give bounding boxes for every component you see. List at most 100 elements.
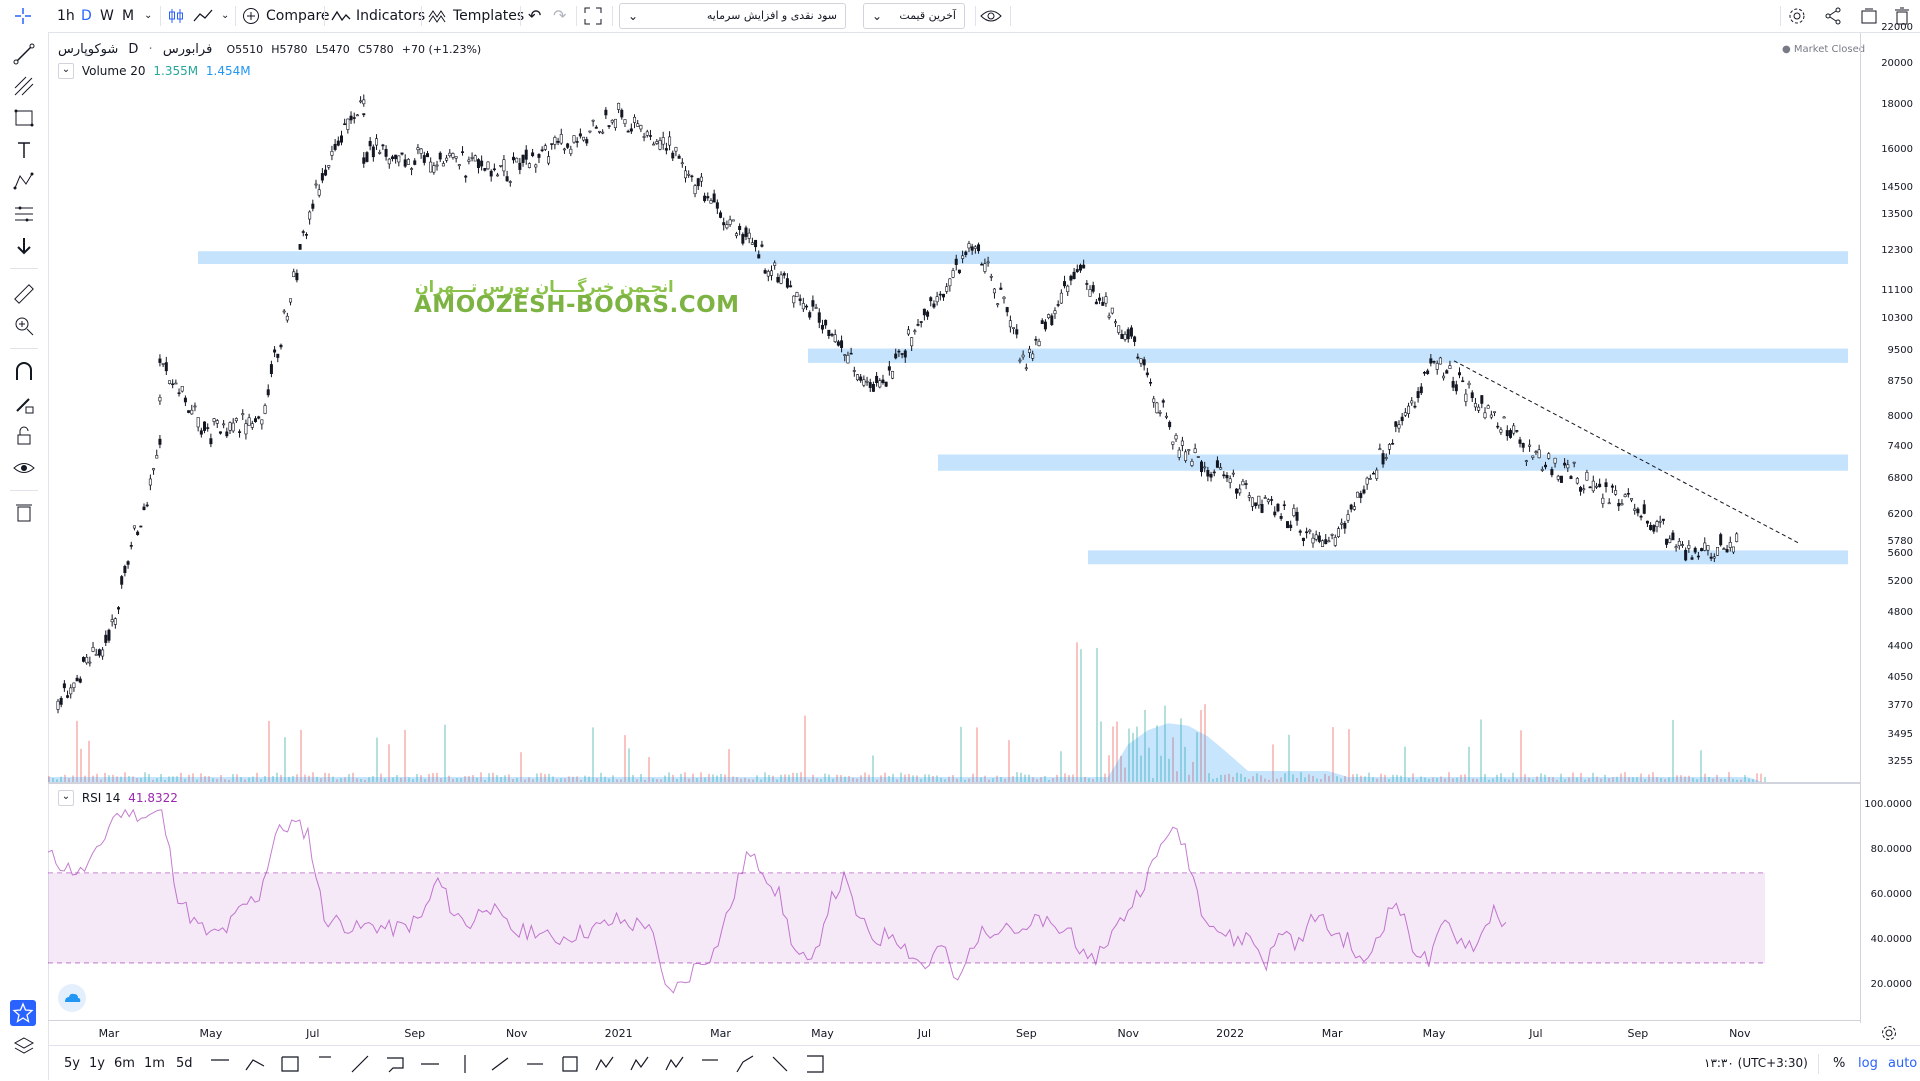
rectangle-tool-icon[interactable] xyxy=(12,106,36,130)
candle-body xyxy=(1712,556,1716,559)
drawing-tool-icon[interactable] xyxy=(523,1052,547,1076)
volume-bar xyxy=(476,777,478,783)
drawing-tool-icon[interactable] xyxy=(453,1052,477,1076)
drawing-tool-icon[interactable] xyxy=(243,1052,267,1076)
log-toggle[interactable]: log xyxy=(1858,1056,1878,1071)
price-source-dropdown[interactable]: ⌄ آخرین قیمت xyxy=(863,3,965,29)
volume-bar xyxy=(1236,772,1238,783)
drawing-tool-icon[interactable] xyxy=(558,1052,582,1076)
pattern-tool-icon[interactable] xyxy=(12,170,36,194)
line-chart-icon[interactable] xyxy=(193,8,213,24)
candle-body xyxy=(1177,449,1181,458)
volume-bar xyxy=(1452,778,1454,783)
candle-body xyxy=(355,114,359,117)
drawing-tool-icon[interactable] xyxy=(733,1052,757,1076)
candle-body xyxy=(941,293,945,298)
candle-body xyxy=(1349,504,1353,510)
trash-icon[interactable] xyxy=(1894,7,1910,25)
volume-bar xyxy=(908,773,910,783)
candle-body xyxy=(738,225,742,231)
layers-icon[interactable] xyxy=(12,1034,36,1058)
drawing-tool-icon[interactable] xyxy=(593,1052,617,1076)
percent-toggle[interactable]: % xyxy=(1833,1056,1846,1071)
interval-dropdown-icon[interactable]: ⌄ xyxy=(144,10,153,21)
volume-bar xyxy=(1368,772,1370,783)
pitchfork-tool-icon[interactable] xyxy=(12,74,36,98)
text-tool-icon[interactable] xyxy=(12,138,36,162)
redo-icon[interactable]: ↷ xyxy=(553,6,567,25)
interval-m[interactable]: M xyxy=(122,8,135,24)
crosshair-icon[interactable] xyxy=(12,6,34,26)
favorites-button[interactable] xyxy=(10,1000,36,1026)
drawing-tool-icon[interactable] xyxy=(698,1052,722,1076)
volume-bar xyxy=(1672,719,1674,783)
volume-bar xyxy=(1448,772,1450,783)
range-5d[interactable]: 5d xyxy=(176,1056,193,1071)
interval-d[interactable]: D xyxy=(81,8,92,24)
magnet-icon[interactable] xyxy=(12,360,36,384)
candle-body xyxy=(492,168,496,171)
candle-body xyxy=(1126,329,1130,340)
trash-icon[interactable] xyxy=(12,500,36,524)
range-1m[interactable]: 1m xyxy=(144,1056,165,1071)
drawing-tool-icon[interactable] xyxy=(313,1052,337,1076)
ruler-icon[interactable] xyxy=(12,282,36,306)
lock-pencil-icon[interactable] xyxy=(12,392,36,416)
arrow-down-icon[interactable] xyxy=(12,234,36,258)
drawing-tool-icon[interactable] xyxy=(628,1052,652,1076)
interval-1h[interactable]: 1h xyxy=(57,8,75,24)
interval-w[interactable]: W xyxy=(100,8,114,24)
volume-bar xyxy=(1116,721,1118,783)
share-icon[interactable] xyxy=(1824,7,1842,25)
prediction-tool-icon[interactable] xyxy=(12,202,36,226)
drawing-tool-icon[interactable] xyxy=(418,1052,442,1076)
price-chart[interactable] xyxy=(48,33,1860,783)
drawing-tool-icon[interactable] xyxy=(663,1052,687,1076)
candle-body xyxy=(1687,545,1691,549)
range-1y[interactable]: 1y xyxy=(89,1056,105,1071)
fullscreen-icon[interactable] xyxy=(584,7,602,25)
rsi-chart[interactable] xyxy=(48,786,1860,1020)
snapshot-icon[interactable] xyxy=(1860,7,1878,25)
time-axis[interactable]: Mar May Jul Sep Nov 2021 Mar May Jul Sep Nov 2022 Ma… xyxy=(48,1020,1860,1045)
collapse-chevron-icon[interactable]: ⌄ xyxy=(58,790,74,806)
price-axis-label: 3495 xyxy=(1887,729,1913,741)
trendline-tool-icon[interactable] xyxy=(12,42,36,66)
axis-settings-gear-icon[interactable] xyxy=(1880,1024,1898,1042)
undo-icon[interactable]: ↶ xyxy=(528,6,542,25)
candles-icon[interactable] xyxy=(167,7,185,25)
price-axis[interactable]: 22000 20000 18000 16000 14500 13500 12300 11100… xyxy=(1860,22,1920,1023)
drawing-tool-icon[interactable] xyxy=(348,1052,372,1076)
auto-toggle[interactable]: auto xyxy=(1888,1056,1918,1071)
drawing-tool-icon[interactable] xyxy=(383,1052,407,1076)
candle-body xyxy=(187,410,191,413)
chart-style-dropdown-icon[interactable]: ⌄ xyxy=(221,10,230,21)
eye-icon[interactable] xyxy=(12,456,36,480)
range-6m[interactable]: 6m xyxy=(114,1056,135,1071)
candle-body xyxy=(919,321,923,323)
candle-body xyxy=(840,340,844,348)
collapse-chevron-icon[interactable]: ⌄ xyxy=(58,63,74,79)
range-5y[interactable]: 5y xyxy=(64,1056,80,1071)
drawing-tool-icon[interactable] xyxy=(278,1052,302,1076)
candle-body xyxy=(1502,416,1506,419)
rsi-axis[interactable]: 100.0000 80.0000 60.0000 40.0000 20.0000 xyxy=(1860,786,1920,1020)
settings-gear-icon[interactable] xyxy=(1788,7,1806,25)
pane-divider[interactable] xyxy=(48,782,1860,784)
lock-icon[interactable] xyxy=(12,424,36,448)
drawing-tool-icon[interactable] xyxy=(803,1052,827,1076)
volume-bar xyxy=(60,776,62,783)
zoom-in-icon[interactable] xyxy=(12,314,36,338)
candle-body xyxy=(585,139,589,144)
candle-body xyxy=(375,138,379,146)
drawing-tool-icon[interactable] xyxy=(208,1052,232,1076)
volume-bar xyxy=(1192,761,1194,783)
drawing-tool-icon[interactable] xyxy=(768,1052,792,1076)
dividends-dropdown[interactable]: ⌄ سود نقدی و افزایش سرمایه xyxy=(619,3,846,29)
volume-bar xyxy=(1188,774,1190,783)
drawing-tool-icon[interactable] xyxy=(488,1052,512,1076)
candle-body xyxy=(1228,478,1232,483)
candle-body xyxy=(961,255,965,259)
eye-icon[interactable] xyxy=(980,8,1002,24)
volume-bar xyxy=(1632,777,1634,783)
